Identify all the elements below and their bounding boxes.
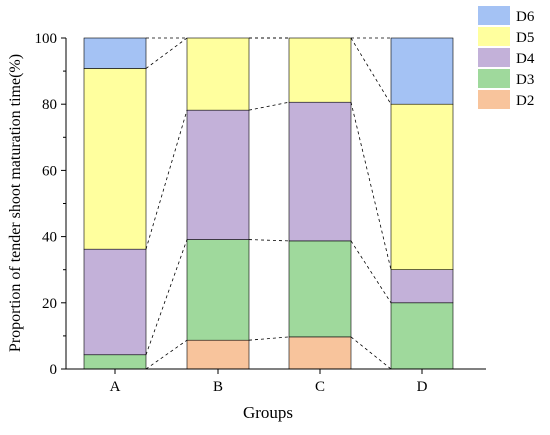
bar-segment-d3-c bbox=[288, 240, 352, 338]
legend: D6 D5 D4 D3 D2 bbox=[478, 6, 535, 109]
bar-segment-d3-d bbox=[390, 302, 454, 370]
legend-label-d3: D3 bbox=[516, 72, 534, 88]
y-tick-label: 60 bbox=[42, 163, 57, 179]
connector-d4-b-c bbox=[248, 101, 290, 111]
connector-d4-a-b bbox=[145, 110, 188, 250]
connector-lines-layer bbox=[145, 37, 392, 370]
bars-layer bbox=[83, 37, 454, 370]
y-tick-label: 20 bbox=[42, 296, 57, 312]
bar-segment-d6-a bbox=[83, 37, 147, 69]
bar-segment-d5-d bbox=[390, 103, 454, 270]
x-tick-label-c: C bbox=[315, 379, 325, 395]
connector-d3-b-c bbox=[248, 239, 290, 242]
bar-segment-d2-c bbox=[288, 336, 352, 370]
connector-d5-a-b bbox=[145, 37, 188, 69]
y-tick-label: 100 bbox=[35, 31, 58, 47]
legend-swatch-d6 bbox=[478, 6, 510, 25]
connector-d3-a-b bbox=[145, 239, 188, 355]
bar-segment-d4-a bbox=[83, 248, 147, 356]
legend-label-d5: D5 bbox=[516, 30, 534, 46]
legend-label-d4: D4 bbox=[516, 51, 535, 67]
bar-segment-d3-b bbox=[186, 239, 250, 341]
y-ticks-layer: 0 20 40 60 80 100 bbox=[35, 31, 66, 378]
x-ticks-layer: A B C D bbox=[110, 369, 428, 395]
bar-segment-d5-b bbox=[186, 37, 250, 111]
legend-swatch-d2 bbox=[478, 90, 510, 109]
bar-segment-d5-a bbox=[83, 68, 147, 250]
connector-d4-c-d bbox=[350, 102, 392, 270]
connector-d5-c-d bbox=[350, 37, 392, 105]
bar-segment-d6-d bbox=[390, 37, 454, 105]
bar-segment-d5-c bbox=[288, 37, 352, 103]
bar-segment-d4-d bbox=[390, 269, 454, 304]
legend-label-d6: D6 bbox=[516, 9, 535, 25]
legend-swatch-d3 bbox=[478, 69, 510, 88]
x-tick-label-d: D bbox=[417, 379, 428, 395]
bar-segment-d4-c bbox=[288, 101, 352, 242]
connector-d2-b-c bbox=[248, 336, 290, 341]
y-tick-label: 0 bbox=[50, 362, 58, 378]
bar-segment-d4-b bbox=[186, 109, 250, 240]
legend-label-d2: D2 bbox=[516, 93, 534, 109]
y-tick-label: 40 bbox=[42, 230, 57, 246]
connector-d3-c-d bbox=[350, 240, 392, 304]
x-tick-label-b: B bbox=[213, 379, 223, 395]
bar-segment-d2-b bbox=[186, 339, 250, 370]
x-axis-label: Groups bbox=[243, 403, 293, 422]
bar-segment-d3-a bbox=[83, 354, 147, 370]
y-tick-label: 80 bbox=[42, 97, 57, 113]
legend-swatch-d5 bbox=[478, 27, 510, 46]
y-axis-label: Proportion of tender shoot maturation ti… bbox=[7, 54, 24, 352]
connector-d2-c-d bbox=[350, 336, 392, 370]
connector-d2-a-b bbox=[145, 339, 188, 370]
x-tick-label-a: A bbox=[110, 379, 121, 395]
legend-swatch-d4 bbox=[478, 48, 510, 67]
